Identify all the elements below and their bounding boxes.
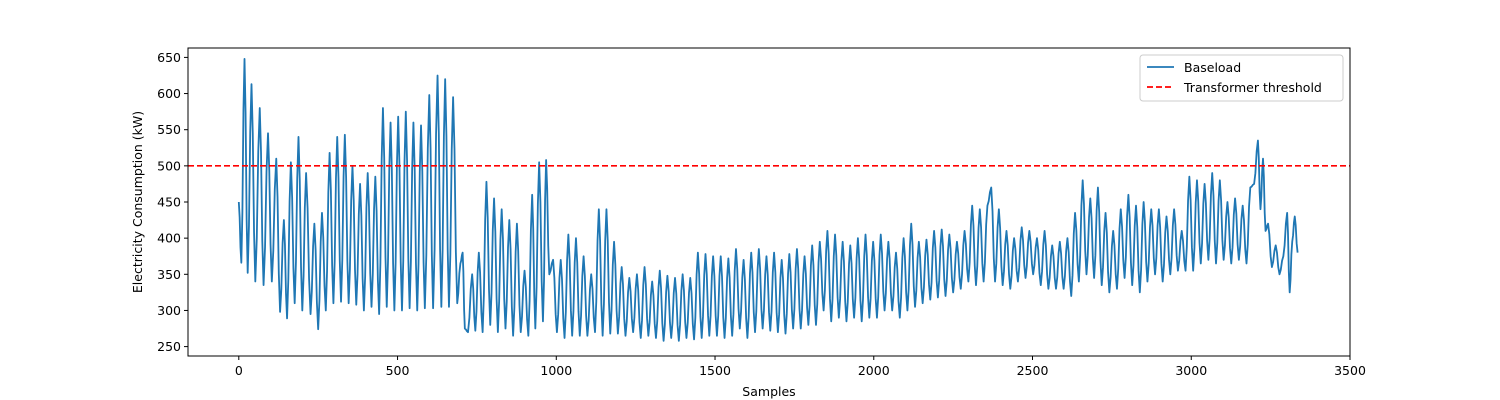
y-tick-label: 550 (157, 122, 181, 137)
x-tick-label: 1500 (699, 363, 731, 378)
x-tick-label: 2000 (858, 363, 890, 378)
y-axis: 250 300 350 400 450 500 550 600 650 (157, 50, 188, 354)
x-tick-label: 3500 (1334, 363, 1366, 378)
y-tick-label: 300 (157, 303, 181, 318)
x-tick-label: 2500 (1017, 363, 1049, 378)
x-tick-label: 500 (386, 363, 410, 378)
y-axis-label: Electricity Consumption (kW) (130, 111, 145, 293)
x-tick-label: 0 (235, 363, 243, 378)
plot-area (188, 57, 1350, 342)
legend-box (1139, 54, 1344, 102)
y-tick-label: 250 (157, 339, 181, 354)
legend: Baseload Transformer threshold (1139, 54, 1344, 102)
y-tick-label: 650 (157, 50, 181, 65)
series-layer (188, 57, 1350, 342)
x-tick-label: 3000 (1175, 363, 1207, 378)
y-tick-label: 500 (157, 158, 181, 173)
legend-label-threshold: Transformer threshold (1183, 80, 1322, 95)
x-tick-label: 1000 (540, 363, 572, 378)
x-axis: 0 500 1000 1500 2000 2500 3000 3500 (235, 356, 1366, 378)
x-axis-label: Samples (742, 384, 795, 399)
series-baseload-line (237, 57, 1299, 342)
y-tick-label: 350 (157, 267, 181, 282)
y-tick-label: 450 (157, 195, 181, 210)
legend-label-baseload: Baseload (1184, 60, 1241, 75)
y-tick-label: 400 (157, 231, 181, 246)
y-tick-label: 600 (157, 86, 181, 101)
